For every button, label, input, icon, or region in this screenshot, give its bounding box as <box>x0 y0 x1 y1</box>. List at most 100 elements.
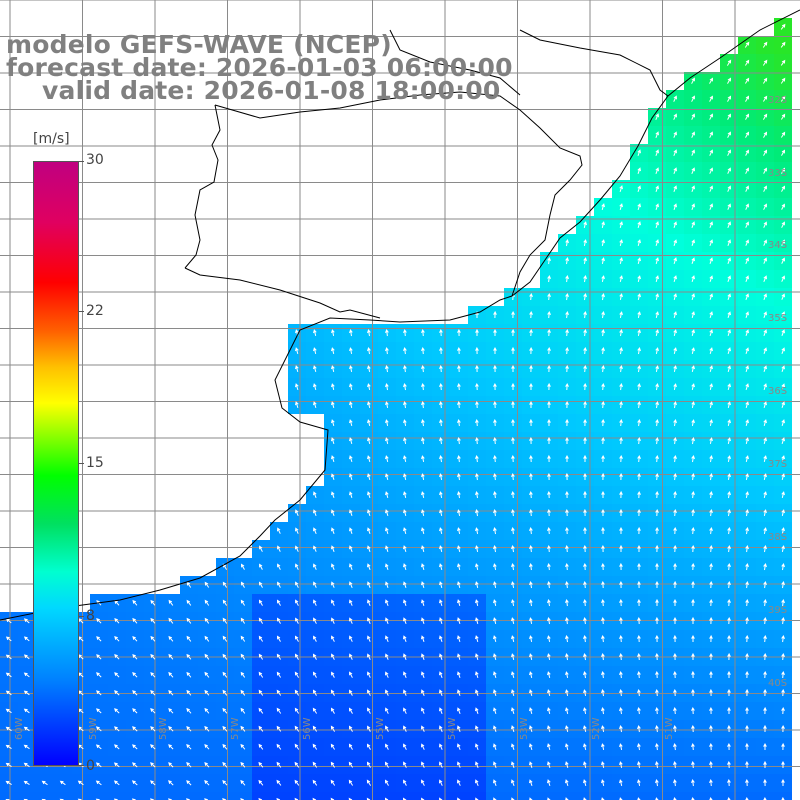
wind-arrow <box>5 672 12 678</box>
wind-arrow <box>295 581 299 588</box>
wind-arrow <box>295 347 299 355</box>
wind-arrow <box>709 257 713 264</box>
wind-arrow <box>493 617 497 625</box>
wind-arrow <box>295 563 299 570</box>
wind-arrow <box>511 472 515 481</box>
wind-arrow <box>331 563 335 570</box>
wind-arrow <box>619 418 623 427</box>
wind-arrow <box>745 508 749 517</box>
wind-arrow <box>637 580 641 589</box>
wind-arrow <box>727 95 732 102</box>
wind-arrow <box>330 725 336 732</box>
wind-arrow <box>367 328 371 337</box>
wind-arrow <box>367 689 371 696</box>
wind-arrow <box>150 744 156 750</box>
wind-arrow <box>475 418 479 427</box>
wind-arrow <box>294 671 300 678</box>
wind-arrow <box>637 203 641 211</box>
wind-arrow <box>655 311 659 319</box>
wind-arrow <box>493 653 497 661</box>
wind-arrow <box>403 653 407 660</box>
wind-arrow <box>222 671 228 678</box>
wind-cell <box>720 792 738 800</box>
wind-arrow <box>781 347 785 354</box>
wind-arrow <box>421 491 425 499</box>
wind-arrow <box>565 238 569 247</box>
lat-label: 37S <box>768 459 788 470</box>
wind-arrow <box>132 690 138 696</box>
wind-arrow <box>637 311 641 319</box>
wind-arrow <box>601 472 605 481</box>
wind-arrow <box>691 616 695 624</box>
wind-arrow <box>349 599 353 606</box>
wind-arrow <box>403 761 407 768</box>
wind-arrow <box>331 347 335 355</box>
wind-arrow <box>96 708 102 714</box>
wind-arrow <box>367 527 371 534</box>
wind-arrow <box>384 797 389 800</box>
wind-arrow <box>529 544 533 553</box>
wind-arrow <box>727 113 731 120</box>
wind-arrow <box>673 95 677 102</box>
wind-arrow <box>637 652 641 661</box>
map-title-valid-date: valid date: 2026-01-08 18:00:00 <box>42 76 501 105</box>
wind-arrow <box>457 454 461 463</box>
wind-arrow <box>529 725 533 733</box>
wind-arrow <box>294 653 299 660</box>
wind-arrow <box>547 454 551 463</box>
wind-arrow <box>150 672 156 678</box>
wind-arrow <box>349 617 353 624</box>
wind-arrow <box>691 706 695 715</box>
wind-arrow <box>745 149 749 156</box>
wind-cell <box>558 792 576 800</box>
wind-arrow <box>745 562 749 571</box>
wind-arrow <box>727 149 731 156</box>
wind-arrow <box>745 580 749 589</box>
wind-arrow <box>673 778 677 787</box>
wind-arrow <box>745 778 749 787</box>
wind-arrow <box>781 419 785 427</box>
wind-arrow <box>222 743 228 750</box>
wind-arrow <box>637 634 641 643</box>
wind-arrow <box>59 780 66 786</box>
wind-arrow <box>691 526 695 535</box>
wind-arrow <box>439 454 443 463</box>
wind-arrow <box>691 419 695 427</box>
wind-arrow <box>348 725 353 732</box>
wind-arrow <box>619 508 623 516</box>
wind-arrow <box>511 689 515 697</box>
lat-label: 34S <box>768 240 788 251</box>
wind-arrow <box>565 779 569 787</box>
wind-arrow <box>403 491 407 499</box>
wind-cell <box>684 792 702 800</box>
wind-arrow <box>727 347 731 355</box>
colorbar-tick-mark <box>79 311 84 312</box>
wind-arrow <box>655 688 659 697</box>
wind-arrow <box>673 562 677 571</box>
wind-arrow <box>186 599 192 606</box>
wind-arrow <box>637 149 641 156</box>
wind-arrow <box>240 635 246 642</box>
wind-arrow <box>727 203 731 210</box>
wind-arrow <box>511 653 515 661</box>
wind-arrow <box>258 707 264 714</box>
wind-arrow <box>475 617 479 625</box>
wind-arrow <box>168 762 174 768</box>
wind-arrow <box>691 401 695 409</box>
wind-arrow <box>439 707 443 714</box>
wind-arrow <box>367 491 371 499</box>
wind-arrow <box>601 328 605 337</box>
wind-arrow <box>709 724 713 733</box>
wind-arrow <box>114 726 120 732</box>
wind-arrow <box>295 509 299 516</box>
wind-arrow <box>349 419 353 427</box>
wind-arrow <box>547 508 551 517</box>
wind-arrow <box>763 257 767 264</box>
wind-arrow <box>276 671 282 678</box>
wind-arrow <box>276 599 281 606</box>
wind-cell <box>342 792 360 800</box>
wind-arrow <box>421 382 425 391</box>
wind-arrow <box>349 509 353 516</box>
wind-arrow <box>132 672 138 678</box>
wind-arrow <box>493 328 497 336</box>
